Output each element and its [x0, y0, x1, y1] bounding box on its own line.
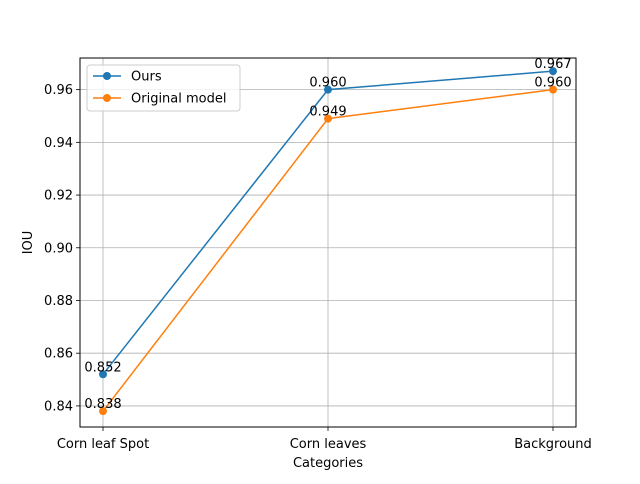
y-tick-label: 0.90: [44, 241, 73, 256]
legend-label: Ours: [131, 70, 162, 85]
x-tick-label: Corn leaf Spot: [57, 437, 149, 452]
y-tick-label: 0.94: [44, 136, 73, 151]
data-point: [99, 407, 107, 416]
legend-marker: [103, 72, 111, 80]
y-tick-label: 0.96: [44, 83, 73, 98]
y-tick-label: 0.84: [44, 399, 73, 414]
legend-label: Original model: [131, 92, 226, 107]
data-point: [99, 370, 107, 379]
data-label: 0.838: [84, 397, 121, 412]
y-tick-label: 0.88: [44, 294, 73, 309]
y-axis-label: IOU: [21, 231, 36, 255]
legend-marker: [103, 94, 111, 102]
series-layer: [99, 67, 557, 416]
y-tick-label: 0.86: [44, 347, 73, 362]
data-label: 0.960: [534, 76, 571, 91]
legend: Ours Original model: [86, 64, 241, 112]
legend-box: [86, 64, 241, 112]
data-label: 0.852: [84, 360, 121, 375]
data-point: [549, 67, 557, 76]
data-labels: 0.852 0.960 0.967 0.838 0.949 0.960: [84, 57, 571, 412]
x-axis-ticks: Corn leaf Spot Corn leaves Background: [57, 427, 592, 452]
data-point: [324, 114, 332, 123]
data-label: 0.949: [309, 105, 346, 120]
y-axis-ticks: 0.84 0.86 0.88 0.90 0.92 0.94 0.96: [44, 83, 80, 414]
data-label: 0.967: [534, 57, 571, 72]
data-point: [324, 85, 332, 94]
data-point: [549, 85, 557, 94]
x-tick-label: Background: [514, 437, 592, 452]
y-tick-label: 0.92: [44, 189, 73, 204]
data-label: 0.960: [309, 76, 346, 91]
x-axis-label: Categories: [293, 456, 363, 471]
x-tick-label: Corn leaves: [290, 437, 367, 452]
